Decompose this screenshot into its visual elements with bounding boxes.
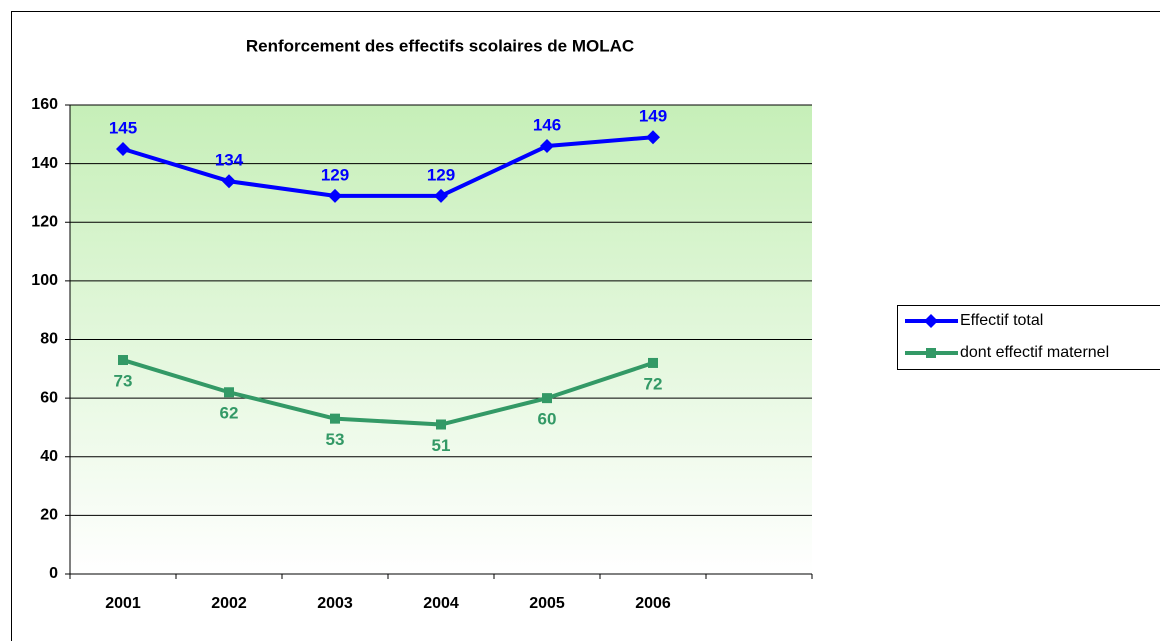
data-label: 73 [114,372,133,391]
legend-label: Effectif total [960,312,1043,329]
x-tick-label: 2004 [423,595,459,612]
data-point [540,139,554,154]
data-label: 146 [533,116,561,135]
data-point [648,357,658,368]
data-label: 149 [639,107,667,126]
legend-marker [926,348,936,358]
data-point [436,419,446,430]
x-tick-label: 2005 [529,595,565,612]
x-tick-label: 2001 [105,595,141,612]
y-tick-label: 120 [31,213,58,230]
x-tick-label: 2006 [635,595,671,612]
data-label: 62 [220,404,239,423]
data-point [118,355,128,366]
y-tick-label: 20 [40,507,58,524]
data-label: 60 [538,410,557,429]
y-tick-label: 0 [49,565,58,582]
data-point [222,174,236,189]
data-point [646,130,660,145]
x-tick-label: 2003 [317,595,353,612]
y-tick-label: 60 [40,389,58,406]
data-point [434,188,448,203]
series-line [122,358,654,427]
legend-label: dont effectif maternel [960,344,1109,361]
series-line [122,135,654,198]
data-label: 72 [644,374,663,393]
data-point [542,393,552,404]
y-tick-label: 80 [40,331,58,348]
y-tick-label: 40 [40,448,58,465]
data-label: 129 [321,165,349,184]
chart-title: Renforcement des effectifs scolaires de … [246,36,634,55]
data-point [116,141,130,156]
data-point [330,413,340,424]
data-point [328,188,342,203]
legend [897,305,1160,370]
data-point [224,387,234,398]
data-label: 145 [109,118,137,137]
y-tick-label: 140 [31,155,58,172]
data-label: 51 [432,436,451,455]
data-label: 53 [326,430,345,449]
y-tick-label: 160 [31,96,58,113]
x-tick-label: 2002 [211,595,247,612]
y-tick-label: 100 [31,272,58,289]
data-label: 134 [215,151,244,170]
data-label: 129 [427,165,455,184]
legend-marker [924,314,938,328]
